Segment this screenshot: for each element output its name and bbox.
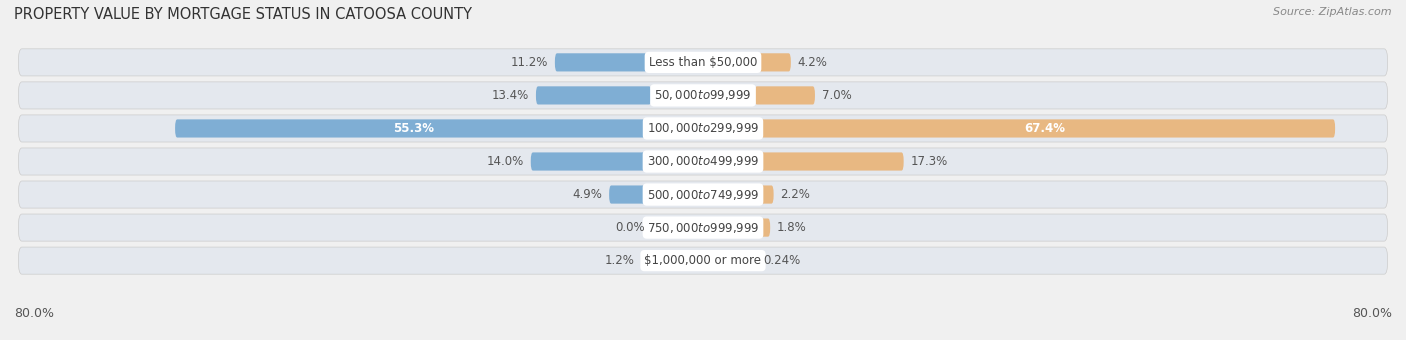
FancyBboxPatch shape	[755, 119, 1336, 138]
Text: PROPERTY VALUE BY MORTGAGE STATUS IN CATOOSA COUNTY: PROPERTY VALUE BY MORTGAGE STATUS IN CAT…	[14, 7, 472, 22]
Text: 0.0%: 0.0%	[614, 221, 644, 234]
Text: 4.9%: 4.9%	[572, 188, 602, 201]
Text: 67.4%: 67.4%	[1025, 122, 1066, 135]
Text: 0.24%: 0.24%	[763, 254, 801, 267]
FancyBboxPatch shape	[755, 53, 790, 71]
FancyBboxPatch shape	[755, 152, 904, 171]
Text: $50,000 to $99,999: $50,000 to $99,999	[654, 88, 752, 102]
FancyBboxPatch shape	[18, 82, 1388, 109]
FancyBboxPatch shape	[18, 49, 1388, 76]
Text: 17.3%: 17.3%	[911, 155, 948, 168]
Text: 1.8%: 1.8%	[778, 221, 807, 234]
FancyBboxPatch shape	[531, 152, 651, 171]
Text: $100,000 to $299,999: $100,000 to $299,999	[647, 121, 759, 135]
Text: $300,000 to $499,999: $300,000 to $499,999	[647, 154, 759, 169]
Text: $1,000,000 or more: $1,000,000 or more	[644, 254, 762, 267]
Text: Less than $50,000: Less than $50,000	[648, 56, 758, 69]
Text: 80.0%: 80.0%	[14, 307, 53, 320]
FancyBboxPatch shape	[18, 247, 1388, 274]
FancyBboxPatch shape	[176, 119, 651, 138]
FancyBboxPatch shape	[18, 214, 1388, 241]
FancyBboxPatch shape	[755, 252, 756, 270]
FancyBboxPatch shape	[755, 86, 815, 104]
Text: 80.0%: 80.0%	[1353, 307, 1392, 320]
FancyBboxPatch shape	[755, 185, 773, 204]
FancyBboxPatch shape	[755, 219, 770, 237]
Text: $500,000 to $749,999: $500,000 to $749,999	[647, 188, 759, 202]
Text: 13.4%: 13.4%	[492, 89, 529, 102]
FancyBboxPatch shape	[536, 86, 651, 104]
Legend: Without Mortgage, With Mortgage: Without Mortgage, With Mortgage	[564, 339, 842, 340]
Text: $750,000 to $999,999: $750,000 to $999,999	[647, 221, 759, 235]
FancyBboxPatch shape	[555, 53, 651, 71]
FancyBboxPatch shape	[18, 148, 1388, 175]
Text: 1.2%: 1.2%	[605, 254, 634, 267]
Text: 2.2%: 2.2%	[780, 188, 810, 201]
FancyBboxPatch shape	[18, 181, 1388, 208]
Text: 14.0%: 14.0%	[486, 155, 524, 168]
FancyBboxPatch shape	[641, 252, 651, 270]
FancyBboxPatch shape	[18, 115, 1388, 142]
Text: 11.2%: 11.2%	[510, 56, 548, 69]
Text: 4.2%: 4.2%	[797, 56, 828, 69]
Text: Source: ZipAtlas.com: Source: ZipAtlas.com	[1274, 7, 1392, 17]
FancyBboxPatch shape	[609, 185, 651, 204]
Text: 55.3%: 55.3%	[392, 122, 433, 135]
Text: 7.0%: 7.0%	[823, 89, 852, 102]
